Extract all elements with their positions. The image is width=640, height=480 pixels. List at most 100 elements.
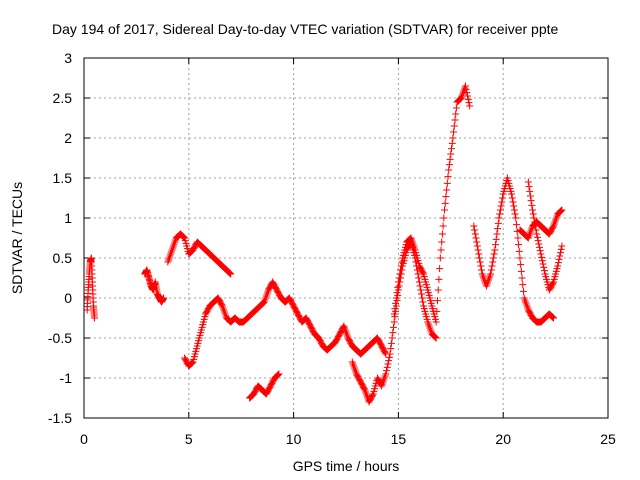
data-point-arc6: [416, 282, 424, 290]
data-point-arc10: [537, 250, 545, 258]
data-point-arc8: [549, 313, 557, 321]
data-point-arc8: [515, 247, 523, 255]
data-point-arc3: [226, 269, 234, 277]
data-point-arc10: [526, 192, 534, 200]
y-tick-label: -1: [60, 370, 73, 386]
x-axis-title: GPS time / hours: [293, 458, 400, 474]
data-point-arc6: [385, 357, 393, 365]
data-point-arc6: [417, 290, 425, 298]
data-point-arc7: [394, 283, 402, 291]
data-point-arc8: [550, 314, 558, 322]
data-point-arc9: [558, 206, 566, 214]
data-point-arc7: [444, 173, 452, 181]
data-point-arc8: [517, 267, 525, 275]
data-point-arc6: [383, 363, 391, 371]
data-point-arc6: [431, 333, 439, 341]
data-point-arc8: [496, 210, 504, 218]
data-point-arc6: [388, 334, 396, 342]
data-point-arc6: [383, 367, 391, 375]
data-point-arc5: [274, 371, 282, 379]
data-point-arc6: [419, 298, 427, 306]
data-point-arc10: [535, 240, 543, 248]
data-point-arc10: [555, 255, 563, 263]
data-point-arc6: [415, 278, 423, 286]
data-point-arc7: [397, 262, 405, 270]
data-point-arc8: [493, 230, 501, 238]
y-tick-label: -0.5: [48, 330, 72, 346]
x-tick-label: 10: [286, 431, 302, 447]
data-point-arc8: [489, 254, 497, 262]
data-point-arc8: [512, 221, 520, 229]
data-point-arc7: [466, 102, 474, 110]
data-point-arc6: [387, 339, 395, 347]
data-point-arc8: [519, 281, 527, 289]
data-point-arc8: [475, 254, 483, 262]
data-point-arc8: [508, 194, 516, 202]
data-point-arc7: [451, 116, 459, 124]
data-point-arc7: [442, 193, 450, 201]
data-point-arc10: [528, 201, 536, 209]
data-point-arc10: [525, 183, 533, 191]
data-point-arc8: [499, 194, 507, 202]
data-point-arc8: [496, 206, 504, 214]
data-point-arc7: [391, 305, 399, 313]
y-tick-label: -1.5: [48, 410, 72, 426]
data-point-arc7: [436, 254, 444, 262]
data-point-arc10: [536, 247, 544, 255]
data-point-arc6: [369, 391, 377, 399]
data-point-arc10: [538, 253, 546, 261]
data-point-arc7: [445, 166, 453, 174]
data-point-arc8: [474, 246, 482, 254]
plot-frame: [83, 57, 609, 419]
y-tick-label: 1.5: [53, 170, 73, 186]
x-tick-label: 5: [185, 431, 193, 447]
data-point-arc7: [419, 269, 427, 277]
data-point-arc6: [432, 334, 440, 342]
data-point-arc7: [449, 134, 457, 142]
data-point-arc10: [530, 214, 538, 222]
data-point-arc5: [275, 370, 283, 378]
data-point-arc6: [382, 370, 390, 378]
data-point-arc8: [492, 241, 500, 249]
data-point-arc6: [418, 294, 426, 302]
data-point-arc8: [471, 230, 479, 238]
data-point-arc7: [432, 318, 440, 326]
y-axis-title: SDTVAR / TECUs: [9, 182, 25, 294]
data-point-arc8: [519, 287, 527, 295]
data-point-arc8: [517, 261, 525, 269]
data-point-arc6: [384, 360, 392, 368]
data-point-arc7: [441, 199, 449, 207]
data-points: [83, 82, 566, 406]
data-point-arc10: [531, 218, 539, 226]
data-point-arc7: [448, 139, 456, 147]
data-point-arc7: [463, 89, 471, 97]
data-point-arc7: [438, 230, 446, 238]
data-point-arc10: [533, 230, 541, 238]
data-point-arc10: [554, 259, 562, 267]
data-point-arc9: [549, 223, 557, 231]
data-point-arc7: [398, 258, 406, 266]
data-point-arc7: [396, 270, 404, 278]
data-point-arc10: [540, 263, 548, 271]
data-point-arc8: [492, 235, 500, 243]
data-point-arc7: [433, 307, 441, 315]
data-point-arc10: [549, 279, 557, 287]
data-point-arc9: [556, 207, 564, 215]
data-point-arc3: [180, 233, 188, 241]
data-point-arc8: [509, 198, 517, 206]
data-point-arc7: [443, 186, 451, 194]
data-point-arc7: [396, 266, 404, 274]
data-point-arc7: [392, 294, 400, 302]
data-point-arc7: [452, 104, 460, 112]
data-point-arc8: [477, 262, 485, 270]
x-tick-label: 25: [600, 431, 616, 447]
data-point-arc7: [447, 150, 455, 158]
data-point-arc6: [417, 286, 425, 294]
data-point-arc3: [227, 270, 235, 278]
data-point-arc10: [532, 226, 540, 234]
data-point-arc8: [489, 258, 497, 266]
data-point-arc5: [274, 371, 282, 379]
data-point-arc10: [556, 249, 564, 257]
data-point-arc3: [179, 233, 187, 241]
y-tick-label: 2: [64, 130, 72, 146]
